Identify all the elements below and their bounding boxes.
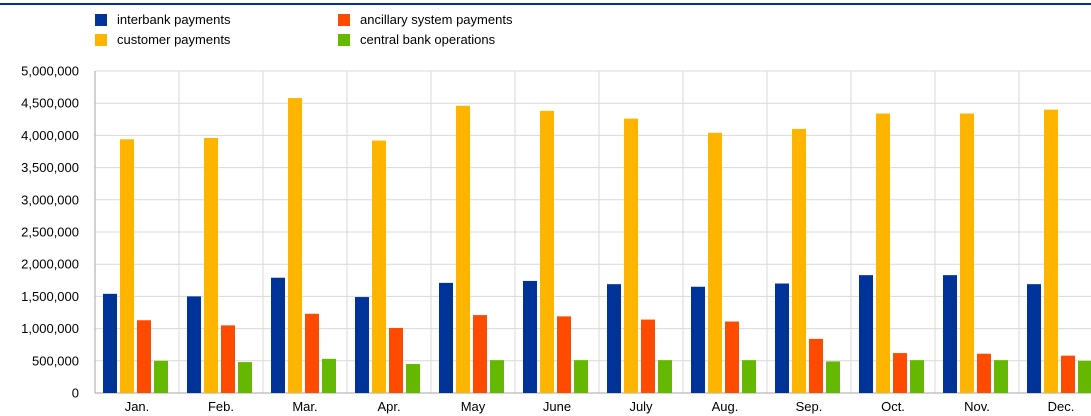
bar-interbank-payments [607,284,621,393]
bar-ancillary-system-payments [893,353,907,393]
bar-central-bank-operations [1078,360,1091,393]
bar-central-bank-operations [322,358,336,393]
legend-label-customer-payments: customer payments [117,32,231,47]
bar-customer-payments [1044,109,1058,393]
legend-swatch-ancillary-system-payments [338,14,350,26]
legend-swatch-central-bank-operations [338,34,350,46]
bar-central-bank-operations [154,360,168,393]
y-tick-label: 5,000,000 [21,64,79,79]
bar-interbank-payments [187,296,201,393]
bar-customer-payments [876,113,890,393]
y-tick-label: 0 [72,386,79,401]
bar-central-bank-operations [826,361,840,393]
y-tick-label: 4,000,000 [21,128,79,143]
bar-central-bank-operations [406,364,420,393]
bar-customer-payments [624,118,638,393]
bar-interbank-payments [103,293,117,393]
x-tick-label: May [461,399,486,414]
bar-customer-payments [960,113,974,393]
x-tick-label: Jan. [125,399,150,414]
x-tick-label: Mar. [292,399,317,414]
y-tick-label: 3,500,000 [21,160,79,175]
y-tick-label: 500,000 [32,353,79,368]
y-tick-label: 1,500,000 [21,289,79,304]
legend-swatch-customer-payments [95,34,107,46]
bar-ancillary-system-payments [473,315,487,393]
legend-label-central-bank-operations: central bank operations [360,32,496,47]
x-tick-label: Dec. [1048,399,1075,414]
x-tick-label: June [543,399,571,414]
bar-central-bank-operations [658,360,672,393]
bar-ancillary-system-payments [389,327,403,393]
bar-customer-payments [120,139,134,393]
bar-interbank-payments [859,275,873,393]
y-tick-label: 1,000,000 [21,321,79,336]
bar-customer-payments [456,105,470,393]
y-tick-label: 2,500,000 [21,225,79,240]
legend-label-ancillary-system-payments: ancillary system payments [360,12,513,27]
x-tick-label: Sep. [796,399,823,414]
bar-interbank-payments [271,277,285,393]
bar-ancillary-system-payments [641,319,655,393]
bar-customer-payments [288,98,302,393]
bar-interbank-payments [355,297,369,393]
y-tick-label: 3,000,000 [21,192,79,207]
legend-label-interbank-payments: interbank payments [117,12,231,27]
bar-interbank-payments [943,275,957,393]
bar-ancillary-system-payments [305,313,319,393]
bar-customer-payments [792,128,806,393]
bar-interbank-payments [523,280,537,393]
bar-ancillary-system-payments [809,338,823,393]
x-tick-label: Nov. [964,399,990,414]
bar-customer-payments [372,140,386,393]
x-tick-label: Oct. [881,399,905,414]
bar-central-bank-operations [574,360,588,393]
x-tick-label: July [629,399,653,414]
y-tick-label: 4,500,000 [21,96,79,111]
bar-central-bank-operations [910,360,924,393]
bar-ancillary-system-payments [977,353,991,393]
bar-interbank-payments [439,282,453,393]
x-tick-label: Aug. [712,399,739,414]
bar-central-bank-operations [742,360,756,393]
bar-ancillary-system-payments [221,325,235,393]
bar-ancillary-system-payments [557,316,571,393]
bar-interbank-payments [1027,284,1041,393]
bar-ancillary-system-payments [1061,355,1075,393]
x-tick-label: Feb. [208,399,234,414]
bar-ancillary-system-payments [137,320,151,393]
bar-customer-payments [540,110,554,393]
bar-customer-payments [708,132,722,393]
x-tick-label: Apr. [377,399,400,414]
y-tick-label: 2,000,000 [21,257,79,272]
top-rule [0,3,1091,5]
bar-central-bank-operations [238,362,252,393]
legend-swatch-interbank-payments [95,14,107,26]
bar-central-bank-operations [490,360,504,393]
bar-ancillary-system-payments [725,321,739,393]
bar-interbank-payments [775,283,789,393]
bar-interbank-payments [691,286,705,393]
bar-customer-payments [204,137,218,393]
bar-central-bank-operations [994,360,1008,393]
